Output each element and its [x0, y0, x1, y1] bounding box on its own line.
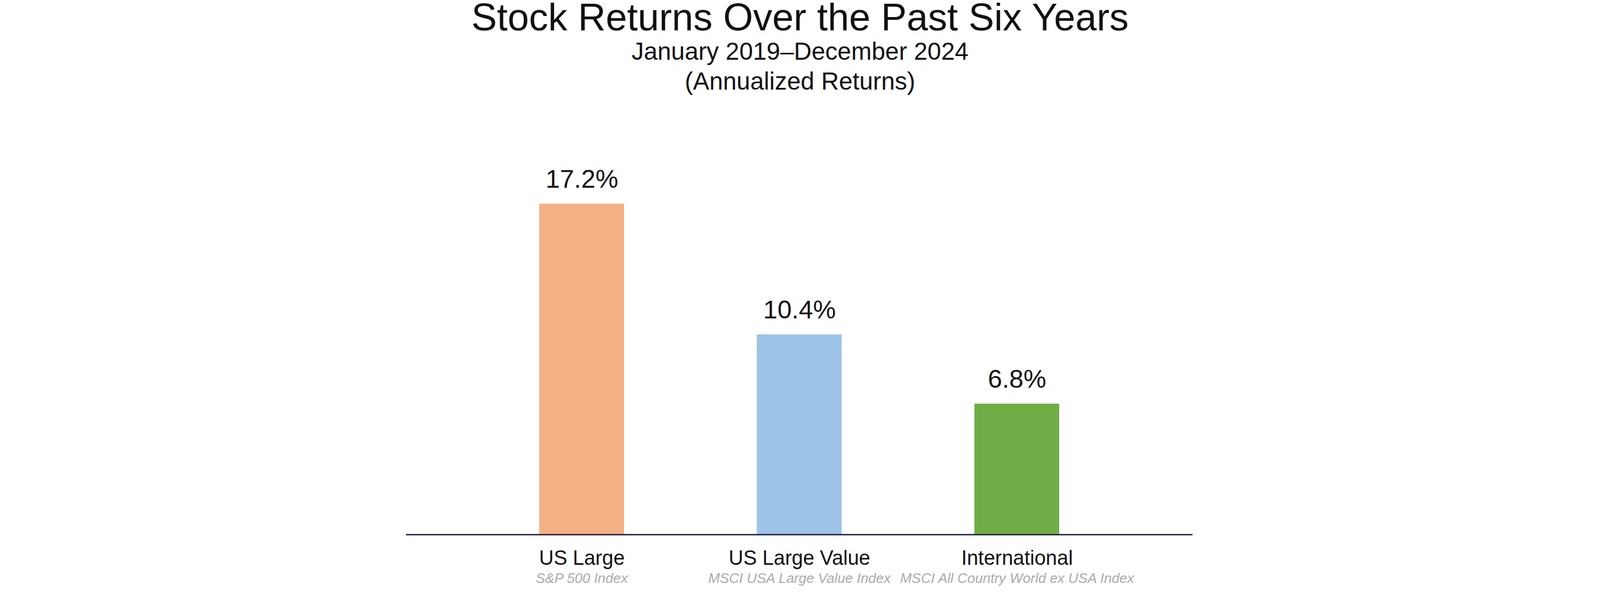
svg-text:US Large Value: US Large Value — [728, 546, 870, 570]
svg-text:6.8%: 6.8% — [987, 364, 1046, 394]
svg-text:MSCI All Country World ex USA: MSCI All Country World ex USA Index — [900, 570, 1135, 587]
svg-text:10.4%: 10.4% — [763, 295, 836, 324]
html-text:January 2019–December 2024: January 2019–December 2024 — [631, 37, 969, 66]
svg-text:MSCI USA Large Value Index: MSCI USA Large Value Index — [708, 570, 892, 587]
svg-text:US Large: US Large — [539, 546, 626, 570]
svg-text:International: International — [961, 546, 1073, 570]
html-text:(Annualized Returns): (Annualized Returns) — [684, 67, 916, 95]
svg-text:S&P 500 Index: S&P 500 Index — [536, 570, 629, 587]
svg-text:17.2%: 17.2% — [545, 164, 619, 194]
